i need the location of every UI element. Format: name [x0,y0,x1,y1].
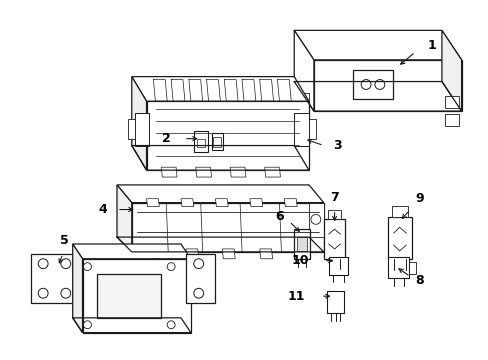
Polygon shape [146,199,159,207]
Polygon shape [127,119,135,139]
Polygon shape [185,254,215,303]
Circle shape [361,80,370,89]
Polygon shape [222,249,235,259]
Polygon shape [117,185,323,203]
Polygon shape [294,30,461,60]
Polygon shape [297,111,308,123]
Polygon shape [323,219,345,259]
Polygon shape [352,70,392,99]
Polygon shape [117,185,131,252]
Polygon shape [31,254,76,303]
Polygon shape [149,249,162,259]
Polygon shape [387,257,408,278]
Polygon shape [131,77,146,170]
Polygon shape [161,167,177,177]
Text: 9: 9 [414,192,423,204]
Text: 7: 7 [329,191,338,204]
Polygon shape [313,60,461,111]
Polygon shape [294,229,309,259]
Circle shape [38,259,48,269]
Text: 11: 11 [287,290,305,303]
Circle shape [374,80,384,89]
Text: 2: 2 [162,132,171,145]
Circle shape [193,259,203,269]
Circle shape [61,259,71,269]
Polygon shape [387,217,411,259]
Text: 6: 6 [275,210,284,223]
Circle shape [167,263,175,271]
Polygon shape [308,203,323,237]
Polygon shape [185,249,198,259]
Text: 4: 4 [98,203,107,216]
Polygon shape [327,210,341,219]
Circle shape [38,288,48,298]
Polygon shape [146,101,308,170]
Text: 5: 5 [61,234,69,247]
Polygon shape [73,244,82,333]
Polygon shape [230,167,245,177]
Text: 8: 8 [414,274,423,287]
Polygon shape [297,93,308,105]
Text: 1: 1 [426,39,435,51]
Text: 10: 10 [291,254,308,267]
Polygon shape [215,199,228,207]
Polygon shape [284,199,297,207]
Polygon shape [264,167,280,177]
Circle shape [83,263,91,271]
Polygon shape [213,137,221,147]
Circle shape [310,215,320,224]
Polygon shape [408,262,415,274]
Polygon shape [328,257,347,275]
Polygon shape [73,244,190,259]
Polygon shape [326,291,344,313]
Circle shape [83,321,91,329]
Circle shape [167,321,175,329]
Polygon shape [249,199,262,207]
Circle shape [193,288,203,298]
Polygon shape [97,274,161,318]
Polygon shape [259,249,272,259]
Polygon shape [211,133,223,150]
Polygon shape [294,249,306,259]
Polygon shape [193,131,207,152]
Polygon shape [294,113,308,145]
Polygon shape [444,114,458,126]
Polygon shape [391,206,407,217]
Polygon shape [131,203,323,252]
Text: 3: 3 [333,139,342,152]
Polygon shape [294,30,313,111]
Polygon shape [308,119,315,139]
Polygon shape [196,139,204,147]
Polygon shape [195,167,211,177]
Polygon shape [444,96,458,108]
Polygon shape [441,30,461,111]
Polygon shape [131,77,308,101]
Circle shape [61,288,71,298]
Polygon shape [82,259,190,333]
Polygon shape [297,237,306,251]
Polygon shape [181,199,193,207]
Polygon shape [135,113,149,145]
